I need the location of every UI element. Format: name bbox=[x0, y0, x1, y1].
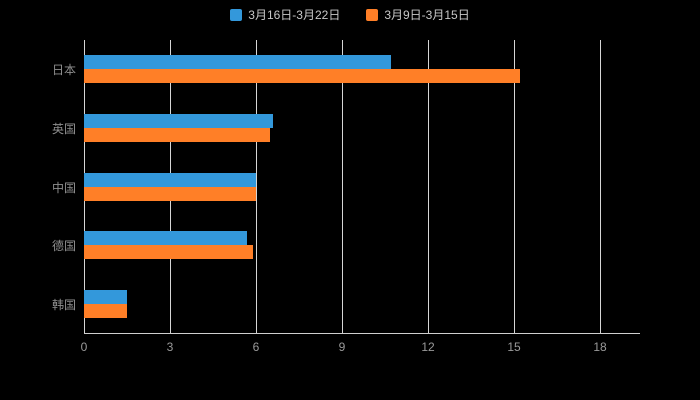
x-tick-label: 6 bbox=[252, 340, 260, 354]
gridline bbox=[514, 40, 515, 333]
x-tick-label: 18 bbox=[593, 340, 607, 354]
legend-marker-blue-icon bbox=[230, 8, 243, 21]
x-axis-line bbox=[84, 333, 640, 334]
bar-韩国-series1 bbox=[84, 303, 127, 318]
gridline bbox=[256, 40, 257, 333]
y-category-label: 德国 bbox=[51, 239, 76, 254]
y-category-label: 中国 bbox=[51, 180, 76, 195]
bar-英国-series1 bbox=[84, 127, 271, 142]
bar-中国-series1 bbox=[84, 186, 256, 201]
legend-label-mar9-mar15: 3月9日-3月15日 bbox=[384, 8, 470, 22]
chart-legend: 3月16日-3月22日 3月9日-3月15日 bbox=[0, 6, 700, 23]
bar-德国-series0 bbox=[84, 231, 248, 246]
gridline bbox=[600, 40, 601, 333]
legend-marker-orange-icon bbox=[366, 8, 379, 21]
bar-中国-series0 bbox=[84, 172, 256, 187]
x-tick-label: 12 bbox=[421, 340, 435, 354]
gridline bbox=[342, 40, 343, 333]
bar-日本-series1 bbox=[84, 69, 520, 84]
x-tick-label: 3 bbox=[166, 340, 174, 354]
legend-item-mar9-mar15[interactable]: 3月9日-3月15日 bbox=[366, 6, 470, 23]
x-tick-label: 9 bbox=[338, 340, 346, 354]
bar-日本-series0 bbox=[84, 55, 391, 70]
bar-德国-series1 bbox=[84, 245, 254, 260]
gridline bbox=[428, 40, 429, 333]
bar-英国-series0 bbox=[84, 113, 274, 128]
plot-area: 0 3 6 9 12 15 18 bbox=[81, 40, 640, 354]
bar-韩国-series0 bbox=[84, 289, 127, 304]
legend-item-mar16-mar22[interactable]: 3月16日-3月22日 bbox=[230, 6, 340, 23]
x-tick-label: 0 bbox=[80, 340, 88, 354]
y-category-label: 韩国 bbox=[51, 297, 76, 312]
y-category-label: 日本 bbox=[51, 63, 76, 78]
legend-label-mar16-mar22: 3月16日-3月22日 bbox=[248, 8, 341, 22]
y-category-label: 英国 bbox=[51, 121, 76, 136]
x-tick-label: 15 bbox=[507, 340, 521, 354]
